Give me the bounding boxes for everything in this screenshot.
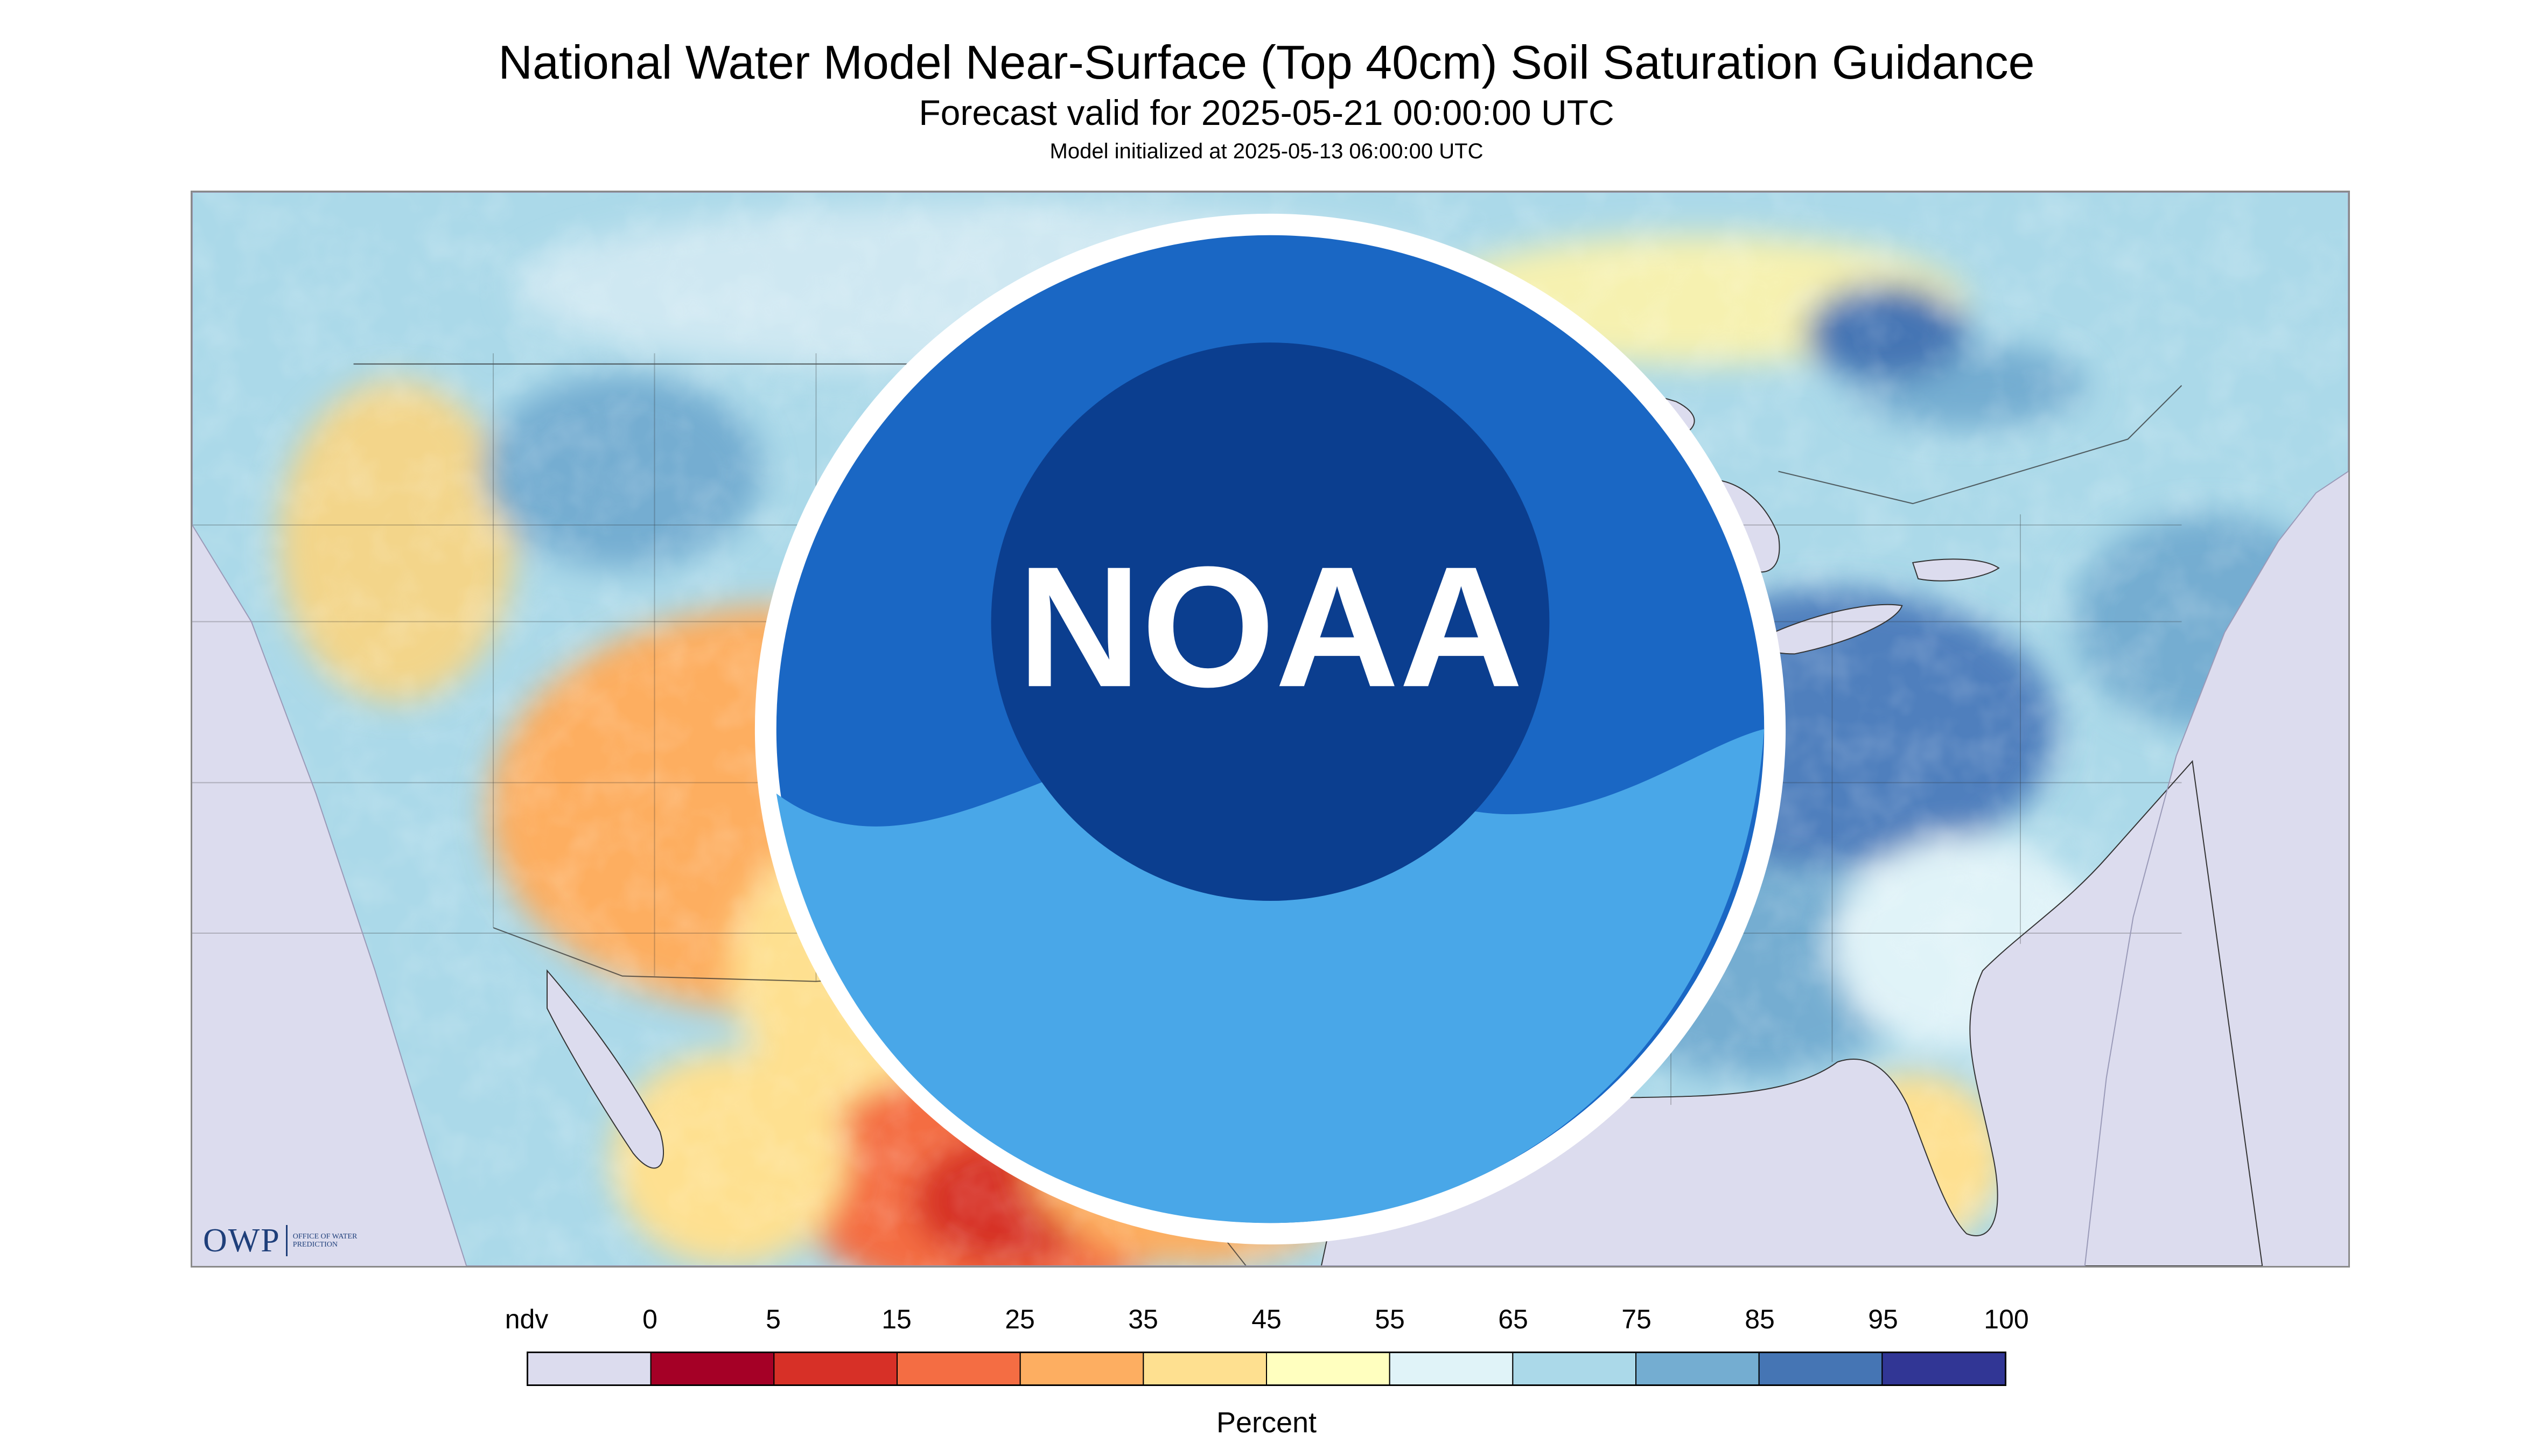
legend-label-35: 35 (1128, 1304, 1158, 1334)
legend-swatch-65-75 (1512, 1352, 1636, 1385)
forecast-valid-time: Forecast valid for 2025-05-21 00:00:00 U… (919, 93, 1614, 132)
legend-swatch-ndv (527, 1352, 652, 1385)
legend-swatch-25-35 (1019, 1352, 1144, 1385)
legend-color-bar (527, 1352, 2006, 1386)
legend-label-ndv: ndv (505, 1304, 549, 1334)
legend-swatch-35-45 (1143, 1352, 1267, 1385)
noaa-logo-text: NOAA (1017, 530, 1523, 723)
legend-label-0: 0 (642, 1304, 657, 1334)
owp-logo-divider (285, 1225, 288, 1256)
soil-saturation-map: OWP Office of Water Prediction NOAA (191, 191, 2350, 1268)
legend-label-85: 85 (1745, 1304, 1775, 1334)
owp-logo-letters: OWP (203, 1222, 281, 1259)
legend-label-65: 65 (1498, 1304, 1528, 1334)
model-init-time: Model initialized at 2025-05-13 06:00:00… (1049, 139, 1484, 163)
lake-ontario (1912, 558, 2000, 582)
legend-swatch-45-55 (1266, 1352, 1390, 1385)
legend-labels: ndv 0 5 15 25 35 45 55 65 75 85 95 100 (0, 1303, 2533, 1341)
legend-label-95: 95 (1868, 1304, 1898, 1334)
legend-label-25: 25 (1005, 1304, 1035, 1334)
legend-label-75: 75 (1621, 1304, 1652, 1334)
noaa-logo-icon: NOAA (754, 213, 1786, 1245)
legend-swatch-0-5 (650, 1352, 775, 1385)
owp-logo: OWP Office of Water Prediction (203, 1222, 363, 1259)
legend-label-100: 100 (1984, 1304, 2029, 1334)
legend-label-15: 15 (881, 1304, 912, 1334)
legend-swatch-95-100 (1881, 1352, 2006, 1385)
legend-swatch-5-15 (773, 1352, 898, 1385)
legend-swatch-75-85 (1635, 1352, 1760, 1385)
owp-logo-text: Office of Water Prediction (292, 1233, 358, 1249)
us-canada-border-east (1778, 385, 2182, 505)
legend-label-55: 55 (1375, 1304, 1405, 1334)
legend-swatch-55-65 (1389, 1352, 1514, 1385)
gulf-of-california (547, 969, 664, 1169)
legend-label-5: 5 (766, 1304, 781, 1334)
map-title: National Water Model Near-Surface (Top 4… (498, 36, 2035, 89)
legend-unit-label: Percent (1216, 1406, 1317, 1439)
legend-label-45: 45 (1251, 1304, 1282, 1334)
legend-swatch-85-95 (1758, 1352, 1883, 1385)
legend-swatch-15-25 (897, 1352, 1021, 1385)
